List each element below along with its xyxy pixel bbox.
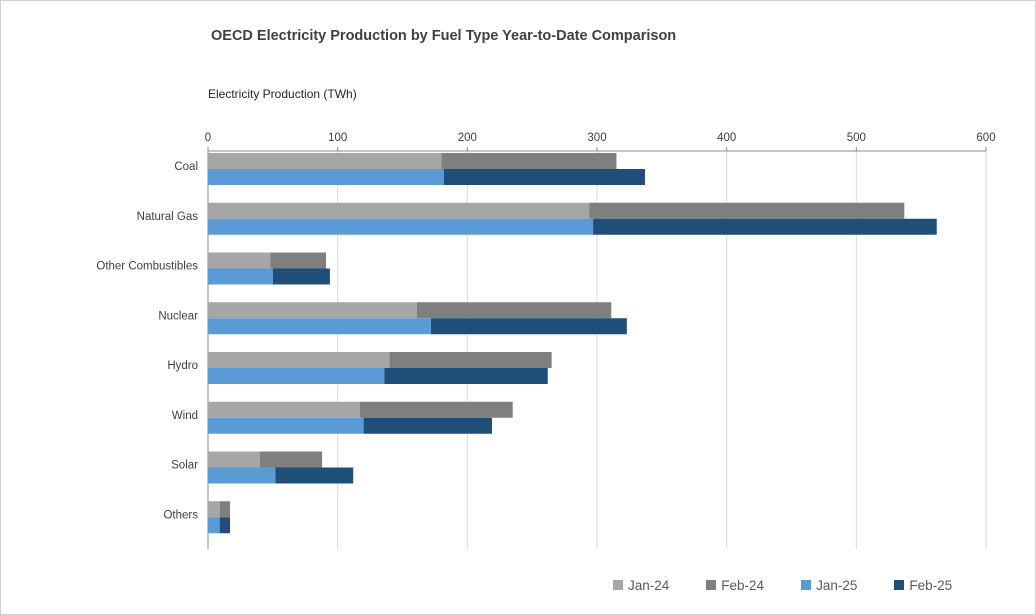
- bar-wind-jan-24: [208, 401, 360, 418]
- category-label-coal: Coal: [174, 161, 198, 173]
- bar-wind-feb-24: [359, 401, 513, 418]
- bar-other-combustibles-feb-25: [272, 268, 330, 285]
- bar-hydro-feb-24: [389, 352, 552, 368]
- bar-coal-feb-25: [443, 169, 645, 185]
- category-label-wind: Wind: [172, 410, 198, 422]
- legend-label-jan-25: Jan-25: [816, 577, 858, 593]
- bar-other-combustibles-feb-24: [270, 252, 326, 269]
- bar-coal-jan-24: [208, 153, 442, 169]
- legend-swatch-jan-25: [801, 580, 812, 590]
- bar-hydro-jan-25: [208, 368, 385, 384]
- bar-nuclear-feb-25: [431, 318, 627, 335]
- bar-nuclear-jan-24: [208, 302, 417, 319]
- legend-item-feb-25: Feb-25: [894, 578, 952, 593]
- category-label-solar: Solar: [171, 460, 198, 472]
- chart-title: OECD Electricity Production by Fuel Type…: [211, 28, 677, 44]
- x-tick-label-400: 400: [717, 132, 736, 144]
- bar-natural-gas-feb-24: [589, 202, 905, 219]
- x-tick-label-600: 600: [976, 132, 995, 144]
- legend-item-feb-24: Feb-24: [706, 578, 764, 593]
- bar-other-combustibles-jan-25: [208, 268, 273, 285]
- bar-wind-feb-25: [363, 417, 492, 434]
- bar-nuclear-jan-25: [208, 318, 432, 335]
- legend-item-jan-25: Jan-25: [801, 578, 857, 593]
- x-tick-label-100: 100: [328, 132, 347, 144]
- bar-solar-feb-25: [275, 467, 354, 484]
- legend-swatch-jan-24: [613, 580, 623, 590]
- legend-label-feb-24: Feb-24: [721, 577, 765, 593]
- bar-hydro-feb-25: [384, 368, 548, 384]
- legend-swatch-feb-24: [706, 580, 717, 590]
- x-tick-label-0: 0: [205, 132, 211, 144]
- category-label-other-combustibles: Other Combustibles: [96, 261, 198, 273]
- bar-coal-jan-25: [208, 169, 444, 185]
- bar-natural-gas-feb-25: [593, 218, 937, 235]
- legend-item-jan-24: Jan-24: [613, 578, 669, 593]
- x-tick-label-200: 200: [458, 132, 477, 144]
- bar-natural-gas-jan-24: [208, 202, 590, 219]
- bar-wind-jan-25: [208, 417, 364, 434]
- bar-others-feb-24: [219, 501, 231, 518]
- bar-coal-feb-24: [441, 153, 617, 169]
- bar-hydro-jan-24: [208, 352, 390, 368]
- bar-others-jan-24: [208, 501, 220, 518]
- bar-others-jan-25: [208, 517, 220, 534]
- bar-others-feb-25: [219, 517, 231, 534]
- bar-other-combustibles-jan-24: [208, 252, 271, 269]
- category-label-natural-gas: Natural Gas: [137, 211, 199, 223]
- bar-natural-gas-jan-25: [208, 218, 594, 235]
- bar-solar-feb-24: [259, 451, 323, 468]
- category-label-hydro: Hydro: [167, 360, 198, 372]
- bar-solar-jan-25: [208, 467, 276, 484]
- category-label-others: Others: [163, 509, 198, 521]
- x-tick-label-300: 300: [587, 132, 606, 144]
- legend: Jan-24 Feb-24 Jan-25 Feb-25: [613, 576, 989, 594]
- category-label-nuclear: Nuclear: [158, 310, 198, 322]
- legend-label-feb-25: Feb-25: [909, 577, 953, 593]
- x-tick-label-500: 500: [847, 132, 866, 144]
- bar-nuclear-feb-24: [416, 302, 612, 319]
- bar-solar-jan-24: [208, 451, 260, 468]
- x-axis-title: Electricity Production (TWh): [208, 87, 357, 101]
- legend-label-jan-24: Jan-24: [628, 577, 670, 593]
- legend-swatch-feb-25: [894, 580, 905, 590]
